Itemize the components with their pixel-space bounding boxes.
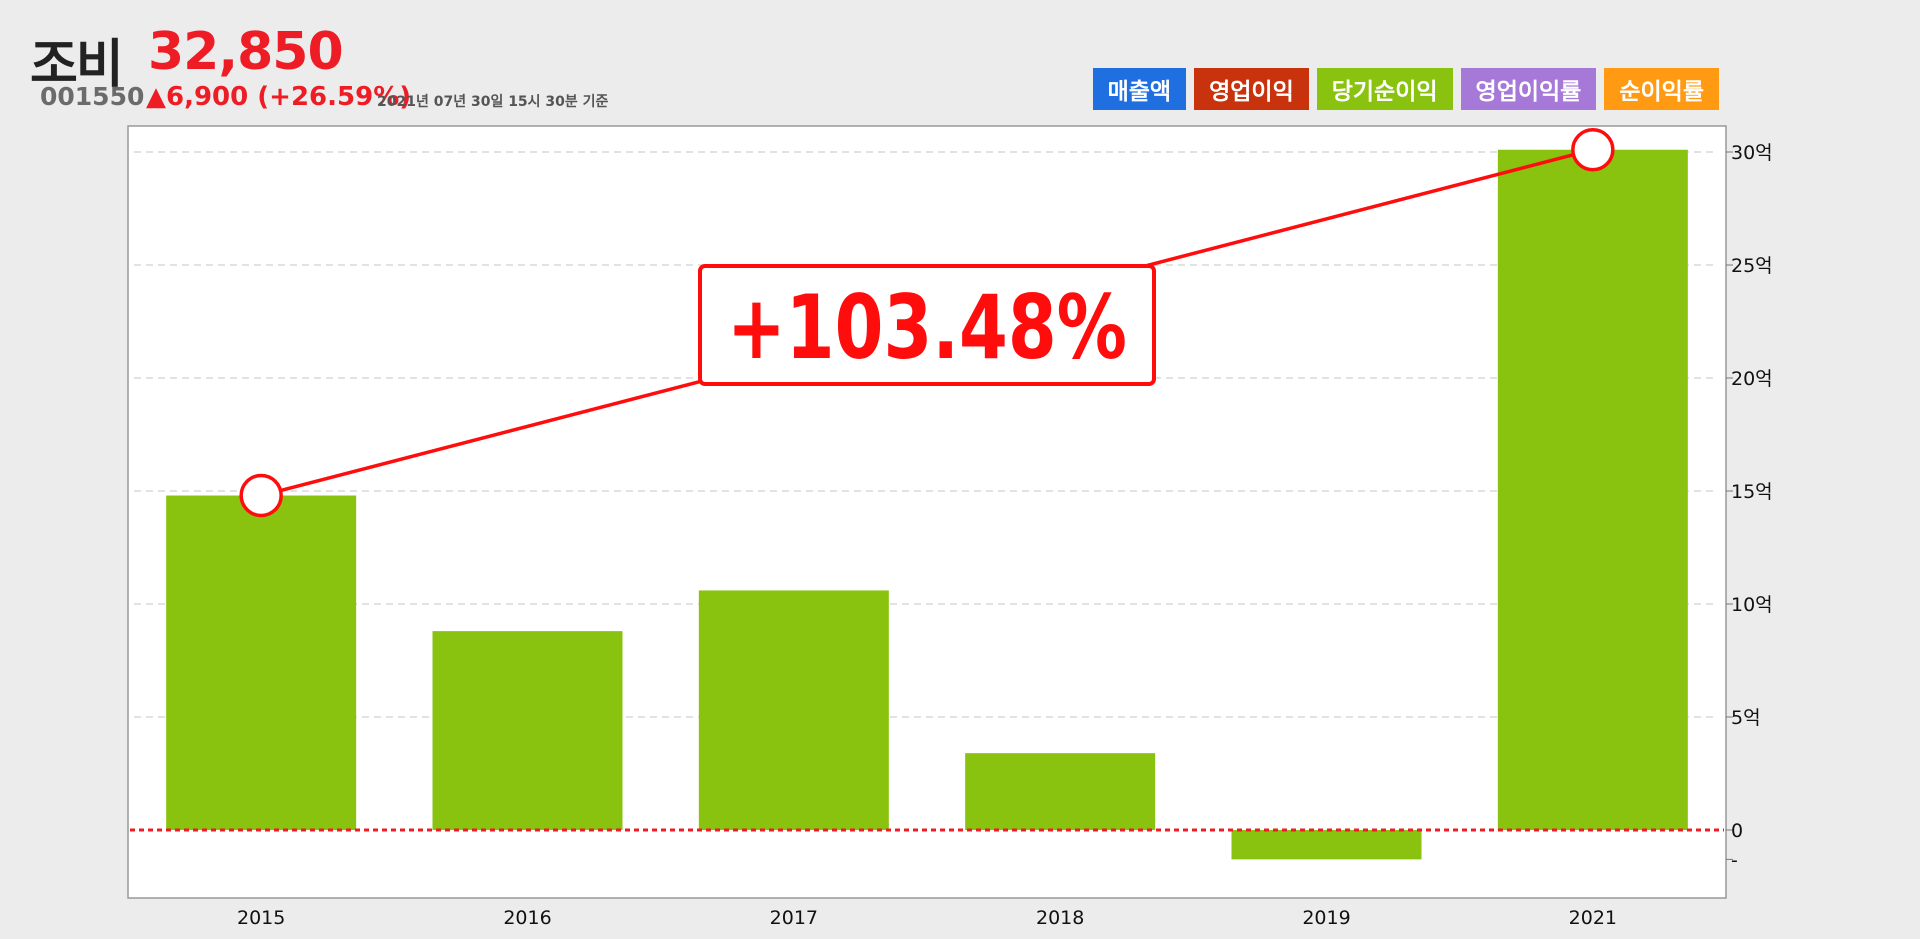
as-of-timestamp: 2021년 07년 30일 15시 30분 기준 [377, 94, 609, 110]
y-tick-label: 10억 [1731, 594, 1773, 616]
growth-badge [698, 264, 1156, 386]
stock-name: 조비 [30, 35, 124, 95]
bar-2015 [166, 495, 357, 830]
growth-percentage: +103.48% [727, 276, 1127, 379]
y-tick-label: 25억 [1731, 255, 1773, 277]
operating-margin-button[interactable]: 영업이익률 [1460, 68, 1597, 110]
stock-header: 조비 32,850 001550 ▲6,900 (+26.59%) 2021년 … [0, 0, 1920, 125]
bar-2016 [432, 631, 623, 830]
x-tick-label: 2017 [770, 907, 818, 929]
stock-change: ▲6,900 (+26.59%) [146, 82, 412, 112]
net-margin-button[interactable]: 순이익률 [1604, 68, 1719, 110]
revenue-button[interactable]: 매출액 [1092, 68, 1187, 110]
y-tick-label: 20억 [1731, 368, 1773, 390]
stock-code: 001550 [40, 82, 145, 111]
bar-2018 [965, 753, 1156, 830]
start-marker [239, 473, 283, 518]
x-tick-label: 2021 [1569, 907, 1617, 929]
x-tick-label: 2018 [1036, 907, 1084, 929]
bar-2019 [1231, 830, 1422, 860]
metric-selector: 매출액 영업이익 당기순이익 영업이익률 순이익률 [1092, 68, 1719, 110]
plot-area [127, 125, 1727, 899]
bar-2017 [698, 590, 889, 830]
y-tick-label: 30억 [1731, 142, 1773, 164]
y-tick-label: 5억 [1731, 707, 1761, 729]
stock-price: 32,850 [148, 22, 344, 82]
bar-2021 [1497, 149, 1688, 831]
y-tick-label: 15억 [1731, 481, 1773, 503]
y-tick-label: - [1731, 849, 1738, 871]
x-tick-label: 2015 [237, 907, 285, 929]
x-tick-label: 2016 [503, 907, 551, 929]
net-income-button[interactable]: 당기순이익 [1316, 68, 1453, 110]
x-tick-label: 2019 [1302, 907, 1350, 929]
y-tick-label: 0 [1731, 820, 1743, 842]
end-marker [1571, 127, 1615, 172]
operating-profit-button[interactable]: 영업이익 [1194, 68, 1309, 110]
